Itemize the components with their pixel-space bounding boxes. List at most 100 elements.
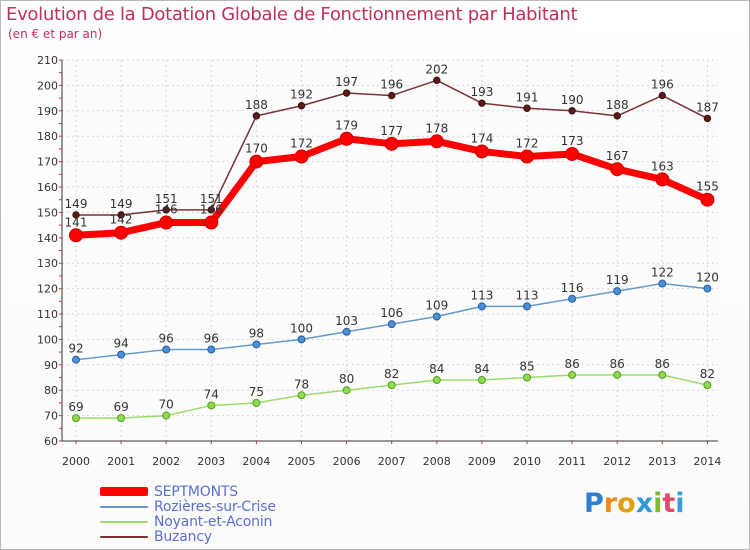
data-point-septmonts xyxy=(114,225,129,240)
data-label-noyant: 70 xyxy=(159,398,174,412)
data-label-septmonts: 167 xyxy=(606,149,629,163)
data-point-noyant xyxy=(387,381,396,390)
logo-letter: o xyxy=(617,488,636,519)
data-label-noyant: 80 xyxy=(339,372,354,386)
data-point-rozieres xyxy=(252,340,261,349)
data-label-septmonts: 170 xyxy=(245,142,268,156)
data-label-septmonts: 177 xyxy=(380,124,403,138)
data-label-buzancy: 188 xyxy=(606,98,629,112)
data-label-septmonts: 174 xyxy=(470,131,493,145)
data-point-septmonts xyxy=(339,131,354,146)
legend-swatch xyxy=(100,535,148,538)
data-label-rozieres: 94 xyxy=(113,337,128,351)
chart-subtitle: (en € et par an) xyxy=(8,27,103,41)
data-label-rozieres: 116 xyxy=(561,281,584,295)
data-point-septmonts xyxy=(565,146,580,161)
data-label-septmonts: 178 xyxy=(425,121,448,135)
y-tick-label: 190 xyxy=(37,105,58,118)
data-point-noyant xyxy=(477,376,486,385)
legend-label: Rozières-sur-Crise xyxy=(154,498,276,515)
data-point-noyant xyxy=(72,414,80,423)
data-label-septmonts: 172 xyxy=(290,137,313,151)
data-label-rozieres: 119 xyxy=(606,273,629,287)
data-label-noyant: 82 xyxy=(384,367,399,381)
y-tick-label: 120 xyxy=(37,283,58,296)
data-label-rozieres: 96 xyxy=(204,332,219,346)
y-tick-label: 210 xyxy=(37,54,58,67)
data-label-septmonts: 155 xyxy=(696,180,719,194)
data-point-noyant xyxy=(703,381,712,390)
y-tick-label: 180 xyxy=(37,130,58,143)
data-label-septmonts: 142 xyxy=(110,213,133,227)
x-tick-label: 2014 xyxy=(693,455,721,468)
data-label-noyant: 69 xyxy=(68,400,83,414)
legend-item-noyant: Noyant-et-Aconin xyxy=(100,513,276,530)
data-label-buzancy: 151 xyxy=(155,192,178,206)
data-label-rozieres: 122 xyxy=(651,266,674,280)
data-point-buzancy xyxy=(478,99,486,107)
data-point-rozieres xyxy=(568,294,577,303)
data-point-buzancy xyxy=(252,112,261,120)
data-label-rozieres: 120 xyxy=(696,271,719,285)
data-label-septmonts: 173 xyxy=(561,134,584,148)
data-label-buzancy: 202 xyxy=(425,62,448,76)
data-point-rozieres xyxy=(297,335,306,344)
x-tick-label: 2000 xyxy=(62,455,90,468)
legend-label: SEPTMONTS xyxy=(154,483,238,500)
data-label-rozieres: 103 xyxy=(335,314,358,328)
data-point-buzancy xyxy=(568,107,576,115)
logo-letter: x xyxy=(635,488,654,519)
data-point-septmonts xyxy=(700,192,715,207)
legend: SEPTMONTS Rozières-sur-Crise Noyant-et-A… xyxy=(100,483,276,545)
data-label-septmonts: 146 xyxy=(155,203,178,217)
legend-item-septmonts: SEPTMONTS xyxy=(100,483,276,500)
x-tick-label: 2009 xyxy=(468,455,496,468)
data-label-noyant: 82 xyxy=(700,367,715,381)
data-point-septmonts xyxy=(655,172,670,187)
data-point-buzancy xyxy=(72,211,80,219)
data-point-rozieres xyxy=(658,279,667,288)
data-label-buzancy: 188 xyxy=(245,98,268,112)
data-point-rozieres xyxy=(387,320,396,329)
data-point-noyant xyxy=(162,411,171,420)
x-tick-label: 2011 xyxy=(558,455,586,468)
data-label-rozieres: 100 xyxy=(290,321,313,335)
data-label-noyant: 86 xyxy=(655,357,670,371)
data-point-septmonts xyxy=(294,149,309,164)
y-tick-label: 170 xyxy=(37,156,58,169)
data-point-septmonts xyxy=(69,228,83,243)
legend-label: Noyant-et-Aconin xyxy=(154,513,273,530)
data-point-noyant xyxy=(252,398,261,407)
data-point-septmonts xyxy=(610,162,625,177)
x-tick-label: 2008 xyxy=(423,455,451,468)
y-tick-label: 70 xyxy=(44,410,58,423)
data-label-buzancy: 149 xyxy=(110,197,133,211)
chart-title: Evolution de la Dotation Globale de Fonc… xyxy=(6,4,578,25)
data-label-rozieres: 92 xyxy=(68,342,83,356)
data-point-septmonts xyxy=(474,144,489,159)
data-label-buzancy: 193 xyxy=(470,85,493,99)
data-point-buzancy xyxy=(342,89,351,97)
data-label-rozieres: 96 xyxy=(159,332,174,346)
data-label-septmonts: 172 xyxy=(516,137,539,151)
data-point-septmonts xyxy=(520,149,534,164)
data-point-buzancy xyxy=(162,206,170,214)
x-tick-label: 2002 xyxy=(152,455,180,468)
data-point-rozieres xyxy=(342,327,351,336)
data-label-septmonts: 141 xyxy=(65,215,88,229)
data-point-noyant xyxy=(613,370,622,379)
logo-letter: i xyxy=(675,488,685,519)
data-point-buzancy xyxy=(117,211,125,219)
y-tick-label: 110 xyxy=(37,308,58,321)
plot-area xyxy=(62,60,718,441)
data-point-buzancy xyxy=(613,112,621,120)
data-point-noyant xyxy=(297,391,306,400)
data-point-rozieres xyxy=(703,284,712,293)
y-tick-label: 60 xyxy=(44,435,58,448)
data-label-buzancy: 190 xyxy=(561,93,584,107)
data-point-rozieres xyxy=(72,355,80,364)
data-label-buzancy: 196 xyxy=(380,78,403,92)
data-point-rozieres xyxy=(477,302,486,311)
data-point-septmonts xyxy=(429,134,444,149)
